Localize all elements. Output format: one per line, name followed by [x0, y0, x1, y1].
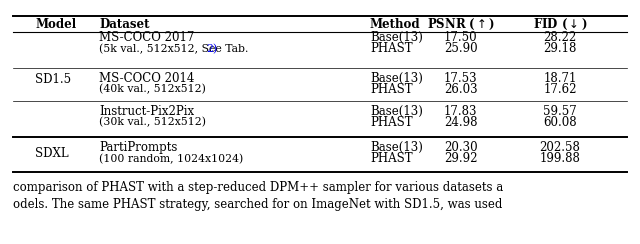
Text: 17.83: 17.83: [444, 104, 477, 118]
Text: 17.62: 17.62: [543, 82, 577, 96]
Text: 29.18: 29.18: [543, 42, 577, 55]
Text: Base(13): Base(13): [370, 141, 423, 154]
Text: FID ($\downarrow$): FID ($\downarrow$): [532, 17, 588, 32]
Text: PHAST: PHAST: [370, 42, 413, 55]
Text: 24.98: 24.98: [444, 115, 477, 129]
Text: Method: Method: [370, 18, 420, 31]
Text: Instruct-Pix2Pix: Instruct-Pix2Pix: [99, 104, 195, 118]
Text: 17.53: 17.53: [444, 71, 477, 85]
Text: 202.58: 202.58: [540, 141, 580, 154]
Text: SDXL: SDXL: [35, 147, 69, 160]
Text: PartiPrompts: PartiPrompts: [99, 141, 177, 154]
Text: odels. The same PHAST strategy, searched for on ImageNet with SD1.5, was used: odels. The same PHAST strategy, searched…: [13, 198, 502, 212]
Text: 25.90: 25.90: [444, 42, 477, 55]
Text: MS-COCO 2017: MS-COCO 2017: [99, 31, 195, 44]
Text: 60.08: 60.08: [543, 115, 577, 129]
Text: (40k val., 512x512): (40k val., 512x512): [99, 84, 206, 94]
Text: 28.22: 28.22: [543, 31, 577, 44]
Text: (100 random, 1024x1024): (100 random, 1024x1024): [99, 153, 243, 164]
Text: PHAST: PHAST: [370, 115, 413, 129]
Text: comparison of PHAST with a step-reduced DPM++ sampler for various datasets a: comparison of PHAST with a step-reduced …: [13, 181, 503, 194]
Text: 199.88: 199.88: [540, 152, 580, 165]
Text: 59.57: 59.57: [543, 104, 577, 118]
Text: Dataset: Dataset: [99, 18, 150, 31]
Text: 20.30: 20.30: [444, 141, 477, 154]
Text: (30k val., 512x512): (30k val., 512x512): [99, 117, 206, 127]
Text: PSNR ($\uparrow$): PSNR ($\uparrow$): [427, 17, 495, 32]
Text: 26.03: 26.03: [444, 82, 477, 96]
Text: Base(13): Base(13): [370, 31, 423, 44]
Text: MS-COCO 2014: MS-COCO 2014: [99, 71, 195, 85]
Text: Base(13): Base(13): [370, 104, 423, 118]
Text: 29.92: 29.92: [444, 152, 477, 165]
Text: Model: Model: [35, 18, 76, 31]
Text: PHAST: PHAST: [370, 82, 413, 96]
Text: PHAST: PHAST: [370, 152, 413, 165]
Text: Base(13): Base(13): [370, 71, 423, 85]
Text: (5k val., 512x512, See Tab.: (5k val., 512x512, See Tab.: [99, 44, 252, 54]
Text: 17.50: 17.50: [444, 31, 477, 44]
Text: SD1.5: SD1.5: [35, 73, 71, 86]
Text: 2): 2): [207, 44, 218, 54]
Text: 18.71: 18.71: [543, 71, 577, 85]
